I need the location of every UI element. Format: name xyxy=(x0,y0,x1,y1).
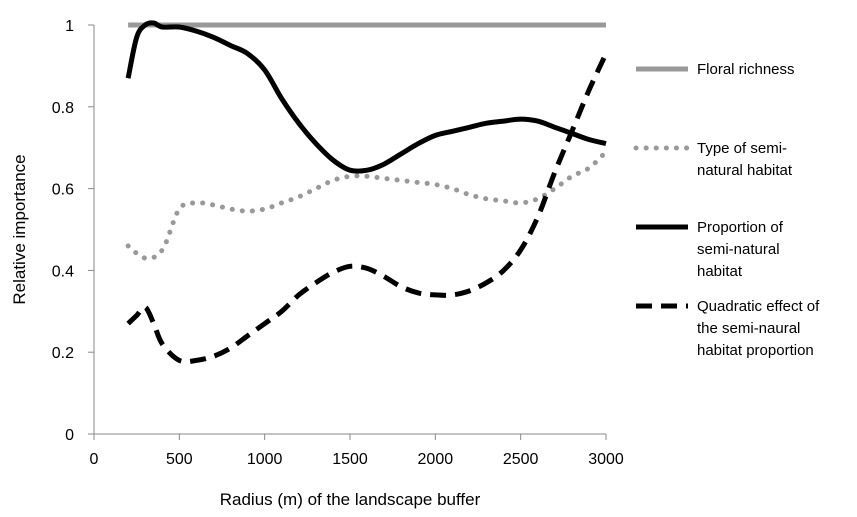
legend-entry-2: Proportion of semi-natural habitat xyxy=(636,219,784,280)
legend-label: Type of semi- xyxy=(697,140,787,157)
legend-label: Quadratic effect of xyxy=(697,298,820,315)
y-tick-label: 1 xyxy=(65,18,74,35)
x-tick-label: 1500 xyxy=(332,451,368,468)
legend-entry-1: Type of semi-natural habitat xyxy=(633,140,793,179)
x-tick-label: 3000 xyxy=(588,451,624,468)
legend-label: the semi-naural xyxy=(697,320,800,337)
tick-labels: 0 500 1000 1500 2000 2500 3000 0 0.2 0.4 0.6 0.8 1 xyxy=(52,18,624,468)
series-3-line xyxy=(126,52,609,365)
series-layer xyxy=(125,20,609,365)
legend-entry-0: Floral richness xyxy=(636,61,795,78)
x-tick-label: 2500 xyxy=(503,451,539,468)
legend-label: natural habitat xyxy=(697,162,793,179)
x-tick-label: 1000 xyxy=(247,451,283,468)
series-2-line xyxy=(125,20,607,174)
x-axis-title: Radius (m) of the landscape buffer xyxy=(220,490,481,509)
series-1-line xyxy=(125,149,609,261)
y-tick-label: 0.8 xyxy=(52,100,74,117)
x-tick-label: 500 xyxy=(166,451,193,468)
y-tick-label: 0 xyxy=(65,427,74,444)
legend-label: habitat proportion xyxy=(697,342,814,359)
y-tick-label: 0.4 xyxy=(52,263,74,280)
legend-label: semi-natural xyxy=(697,241,780,258)
legend-entry-3: Quadratic effect of the semi-naural habita… xyxy=(636,298,820,359)
x-tick-label: 0 xyxy=(90,451,99,468)
y-axis-title: Relative importance xyxy=(10,154,29,304)
legend: Floral richness Type of semi-natural habi… xyxy=(633,61,820,359)
y-tick-label: 0.6 xyxy=(52,182,74,199)
legend-label: habitat xyxy=(697,263,743,280)
legend-label: Proportion of xyxy=(697,219,784,236)
axes xyxy=(88,24,607,440)
legend-label: Floral richness xyxy=(697,61,795,78)
y-tick-label: 0.2 xyxy=(52,345,74,362)
x-tick-label: 2000 xyxy=(418,451,454,468)
